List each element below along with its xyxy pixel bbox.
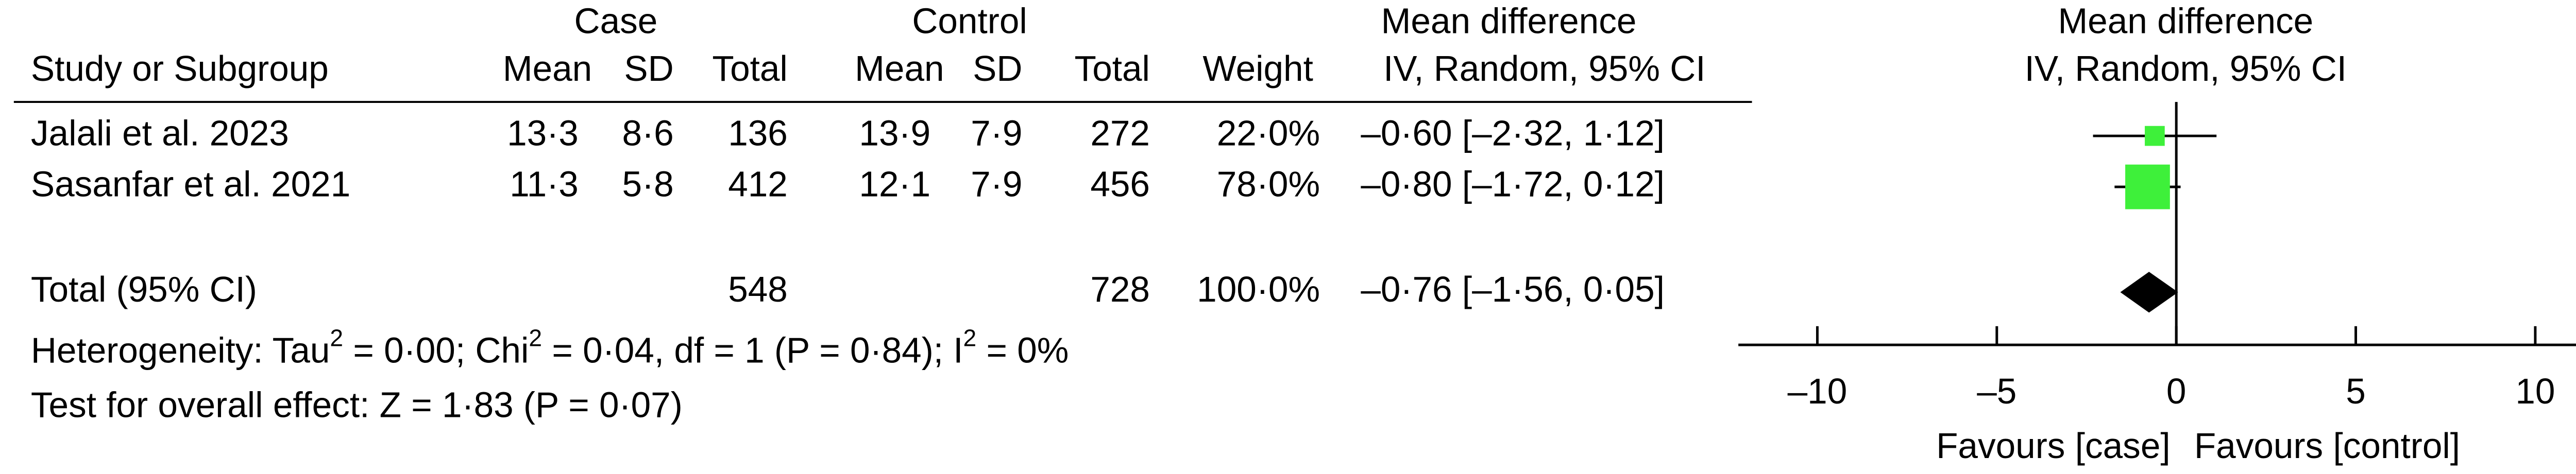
favours-label: Favours [case] (1936, 426, 2171, 466)
table-cell: 7·9 (971, 113, 1022, 153)
study-square (2125, 164, 2170, 209)
table-cell: 5·8 (622, 164, 673, 204)
weight-label: 78·0% (1217, 164, 1320, 204)
pooled-diamond (2120, 272, 2178, 313)
x-tick-label: 0 (2166, 371, 2187, 411)
text-part: = 0·04, df = 1 (P = 0·84); I (542, 330, 963, 371)
study-name: Sasanfar et al. 2021 (31, 164, 350, 204)
column-header: Mean (503, 48, 592, 89)
superscript: 2 (330, 325, 343, 352)
table-cell: 272 (1090, 113, 1150, 153)
text-part: Heterogeneity: Tau (31, 330, 330, 371)
column-header: Total (1075, 48, 1150, 89)
group-header: Case (574, 1, 658, 41)
superscript: 2 (963, 325, 977, 352)
favours-label: Favours [control] (2194, 426, 2460, 466)
study-square (2145, 126, 2165, 146)
x-tick-label: –10 (1788, 371, 1848, 411)
table-cell: 728 (1090, 269, 1150, 309)
table-cell: 13·9 (859, 113, 930, 153)
x-tick-label: –5 (1977, 371, 2016, 411)
plot-header: Mean difference (2058, 1, 2313, 41)
x-tick-label: 10 (2515, 371, 2555, 411)
group-header: Control (912, 1, 1027, 41)
column-header: Study or Subgroup (31, 48, 329, 89)
column-header: SD (624, 48, 673, 89)
overall-effect: Test for overall effect: Z = 1·83 (P = 0… (31, 385, 683, 425)
table-cell: 412 (728, 164, 788, 204)
table-cell: 11·3 (510, 164, 579, 204)
column-header: SD (973, 48, 1022, 89)
table-cell: 8·6 (622, 113, 673, 153)
text-part: = 0% (976, 330, 1069, 371)
text-part: = 0·00; Chi (343, 330, 529, 371)
superscript: 2 (529, 325, 542, 352)
effect-label: –0·60 [–2·32, 1·12] (1361, 113, 1665, 153)
effect-label: –0·76 [–1·56, 0·05] (1361, 269, 1665, 309)
x-tick-label: 5 (2346, 371, 2366, 411)
study-name: Jalali et al. 2023 (31, 113, 289, 153)
table-cell: 456 (1090, 164, 1150, 204)
table-cell: 548 (728, 269, 788, 309)
plot-header: IV, Random, 95% CI (2025, 48, 2347, 89)
table-cell: 13·3 (507, 113, 579, 153)
weight-label: 100·0% (1197, 269, 1320, 309)
column-header: Mean (855, 48, 944, 89)
study-name: Total (95% CI) (31, 269, 257, 309)
table-cell: 12·1 (859, 164, 930, 204)
column-header: Weight (1202, 48, 1313, 89)
weight-label: 22·0% (1217, 113, 1320, 153)
column-header: IV, Random, 95% CI (1383, 48, 1705, 89)
table-cell: 7·9 (971, 164, 1022, 204)
effect-label: –0·80 [–1·72, 0·12] (1361, 164, 1665, 204)
column-header: Mean difference (1381, 1, 1637, 41)
column-header: Total (712, 48, 787, 89)
table-cell: 136 (728, 113, 788, 153)
heterogeneity: Heterogeneity: Tau2 = 0·00; Chi2 = 0·04,… (31, 325, 1069, 371)
